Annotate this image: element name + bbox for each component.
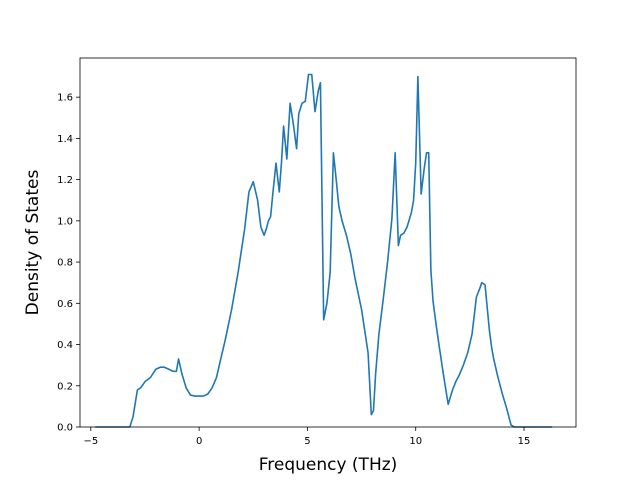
x-tick-label: −5: [83, 436, 98, 447]
y-tick-label: 0.8: [57, 258, 73, 269]
y-axis-label: Density of States: [23, 170, 43, 316]
y-axis-ticks: 0.0 0.2 0.4 0.6 0.8 1.0 1.2 1.4 1.6: [57, 93, 80, 434]
y-tick-label: 0.4: [57, 340, 73, 351]
x-axis-ticks: −5 0 5 10 15: [83, 427, 530, 447]
y-tick-label: 1.4: [57, 134, 73, 145]
dos-series-line: [95, 73, 553, 428]
x-tick-label: 10: [409, 436, 422, 447]
y-tick-label: 1.2: [57, 175, 73, 186]
x-tick-label: 0: [196, 436, 202, 447]
y-tick-label: 0.0: [57, 423, 73, 434]
x-tick-label: 15: [518, 436, 531, 447]
axes-frame: [79, 57, 577, 428]
x-tick-label: 5: [304, 436, 310, 447]
y-tick-label: 1.0: [57, 216, 73, 227]
y-tick-label: 0.2: [57, 381, 73, 392]
x-axis-label: Frequency (THz): [259, 455, 398, 475]
plot-area: [95, 73, 553, 428]
y-tick-label: 0.6: [57, 299, 73, 310]
y-tick-label: 1.6: [57, 93, 73, 104]
